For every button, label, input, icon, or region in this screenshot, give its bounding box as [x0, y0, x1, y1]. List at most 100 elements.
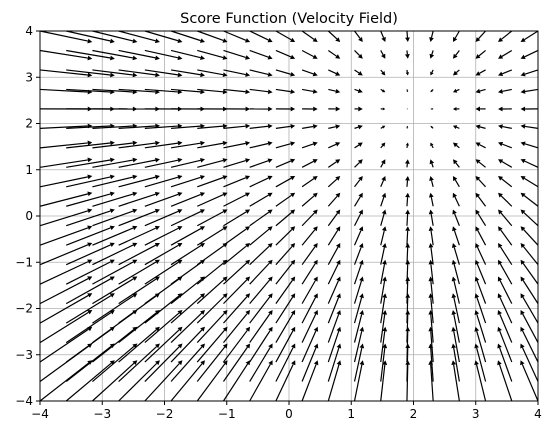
arrow-2-1	[92, 343, 138, 382]
arrow-15-17	[430, 69, 434, 76]
arrow-19-3	[520, 309, 539, 343]
arrow-11-11	[327, 175, 341, 188]
arrow-1-0	[65, 360, 115, 402]
arrow-18-18	[498, 49, 513, 59]
arrow-11-19	[327, 30, 341, 43]
arrow-14-15	[406, 108, 408, 110]
arrow-17-7	[475, 242, 487, 265]
arrow-9-7	[275, 242, 296, 266]
arrow-8-2	[249, 326, 273, 363]
arrow-2-17	[92, 69, 138, 78]
arrow-16-14	[452, 125, 460, 130]
arrow-11-4	[327, 293, 341, 324]
arrow-14-19	[405, 30, 410, 43]
arrow-19-16	[520, 88, 539, 94]
arrow-16-6	[451, 259, 460, 285]
arrow-0-7	[39, 242, 93, 266]
arrow-16-11	[452, 175, 460, 188]
arrow-10-2	[301, 326, 319, 363]
arrow-18-19	[498, 30, 513, 43]
y-tick-label-7: 3	[25, 70, 33, 84]
arrow-0-4	[39, 293, 93, 324]
arrow-3-19	[118, 30, 160, 44]
arrow-3-8	[118, 225, 160, 246]
arrow-3-18	[118, 49, 160, 61]
arrow-4-19	[144, 30, 183, 44]
arrow-17-6	[474, 259, 487, 285]
arrow-11-17	[328, 69, 341, 76]
arrow-12-9	[353, 209, 363, 227]
arrow-12-1	[353, 343, 365, 382]
arrow-1-18	[66, 49, 115, 61]
arrow-11-12	[327, 159, 341, 168]
arrow-14-8	[405, 226, 411, 246]
arrow-12-6	[353, 259, 364, 285]
arrow-6-14	[197, 123, 228, 129]
arrow-5-8	[170, 226, 205, 246]
arrow-9-8	[275, 226, 296, 246]
arrow-6-5	[196, 276, 228, 305]
y-tick-label-2: −2	[15, 302, 33, 316]
arrow-16-2	[451, 326, 460, 363]
arrow-8-3	[249, 309, 273, 343]
arrow-10-8	[301, 226, 318, 246]
x-tick-label-0: −4	[31, 407, 49, 421]
arrow-14-11	[405, 175, 410, 187]
arrow-16-10	[452, 192, 460, 207]
arrow-19-8	[520, 226, 539, 246]
arrow-6-13	[197, 140, 228, 149]
arrow-13-0	[380, 360, 388, 402]
x-tick-label-5: 1	[347, 407, 355, 421]
arrow-5-3	[170, 309, 205, 344]
arrow-19-1	[520, 343, 539, 382]
arrow-1-10	[66, 191, 115, 207]
x-axis-ticks: −4 −3 −2 −1 0 1 2 3 4	[31, 401, 542, 421]
arrow-1-7	[65, 242, 115, 266]
arrow-17-19	[475, 30, 487, 43]
arrow-2-9	[92, 208, 138, 227]
arrow-11-9	[327, 209, 341, 227]
arrow-17-14	[475, 124, 486, 130]
arrow-19-5	[520, 276, 539, 304]
arrow-4-2	[144, 326, 183, 363]
arrow-5-0	[170, 360, 205, 402]
arrow-8-5	[249, 276, 273, 305]
arrow-10-4	[301, 293, 318, 324]
arrow-1-11	[66, 174, 115, 188]
arrow-16-19	[452, 30, 460, 43]
x-tick-label-4: 0	[285, 407, 293, 421]
arrow-2-8	[92, 225, 138, 246]
arrow-1-9	[66, 208, 115, 227]
arrow-14-16	[406, 89, 409, 93]
y-tick-label-3: −1	[15, 255, 33, 269]
x-tick-label-8: 4	[534, 407, 542, 421]
arrow-15-8	[428, 226, 434, 246]
arrow-9-16	[275, 88, 296, 94]
arrow-4-13	[144, 140, 183, 149]
arrow-4-8	[144, 226, 183, 246]
arrow-11-3	[327, 309, 341, 343]
arrow-10-19	[301, 30, 318, 43]
arrow-1-17	[66, 69, 115, 78]
arrow-4-12	[144, 157, 183, 168]
arrow-8-16	[249, 88, 273, 95]
arrow-13-11	[380, 175, 386, 188]
arrow-9-14	[275, 123, 296, 129]
arrow-17-1	[474, 343, 487, 382]
arrow-13-9	[380, 209, 387, 226]
arrow-14-9	[405, 209, 411, 226]
arrow-18-10	[498, 192, 513, 207]
arrow-7-12	[223, 158, 251, 168]
arrow-7-11	[223, 175, 251, 188]
arrow-14-7	[405, 242, 411, 265]
arrow-3-5	[118, 276, 160, 305]
arrow-8-6	[249, 259, 273, 285]
arrow-6-3	[196, 309, 228, 343]
arrow-2-12	[92, 157, 138, 168]
arrow-3-3	[118, 309, 160, 344]
arrow-19-9	[520, 209, 539, 227]
arrow-12-2	[353, 326, 365, 363]
arrow-9-1	[275, 343, 296, 382]
arrow-5-9	[170, 209, 205, 227]
arrow-12-19	[354, 30, 363, 43]
